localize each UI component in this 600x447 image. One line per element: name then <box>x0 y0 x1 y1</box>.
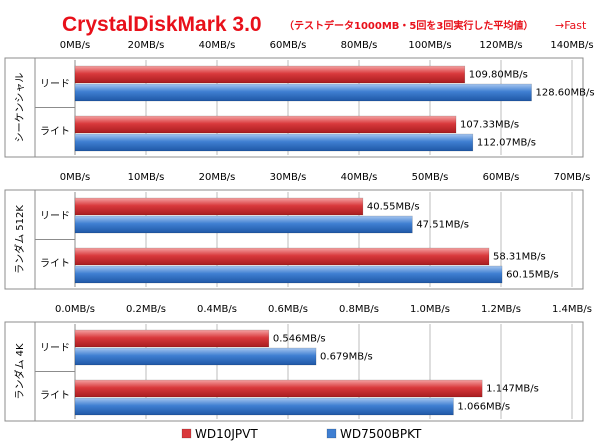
bar-wd7500bpkt <box>74 347 317 366</box>
legend-label: WD7500BPKT <box>340 427 422 441</box>
bar-wd7500bpkt <box>74 397 454 416</box>
data-label: 109.80MB/s <box>469 70 528 81</box>
x-tick-label: 10MB/s <box>128 172 165 183</box>
bar-wd10jpvt <box>74 115 457 134</box>
group-label: ランダム 512K <box>13 205 26 274</box>
data-label: 0.546MB/s <box>273 334 326 345</box>
chart-subtitle: （テストデータ1000MB・5回を3回実行した平均値） <box>284 19 533 32</box>
panel-2: 0MB/s 10MB/s 20MB/s 30MB/s 40MB/s 50MB/s 60MB/… <box>4 172 591 290</box>
legend-label: WD10JPVT <box>195 427 258 441</box>
data-label: 47.51MB/s <box>416 220 469 231</box>
x-tick-label: 140MB/s <box>550 40 593 51</box>
legend-item: WD7500BPKT <box>326 427 422 441</box>
data-label: 1.147MB/s <box>486 384 539 395</box>
data-label: 128.60MB/s <box>536 88 595 99</box>
category-label: リード <box>40 79 70 90</box>
data-label: 112.07MB/s <box>477 138 536 149</box>
category-label: ライト <box>40 125 70 137</box>
legend-item: WD10JPVT <box>181 427 258 441</box>
legend-swatch <box>181 428 192 439</box>
x-tick-label: 0.6MB/s <box>268 304 308 315</box>
chart-panels: 0MB/s 20MB/s 40MB/s 60MB/s 80MB/s 100MB/s 120M… <box>4 40 595 422</box>
x-tick-label: 50MB/s <box>412 172 449 183</box>
group-label: シーケンシャル <box>14 73 26 143</box>
bar-wd7500bpkt <box>74 265 503 284</box>
category-label: ライト <box>40 389 70 401</box>
x-tick-label: 40MB/s <box>341 172 378 183</box>
data-label: 60.15MB/s <box>506 270 559 281</box>
x-tick-label: 60MB/s <box>270 40 307 51</box>
x-tick-label: 0.0MB/s <box>55 304 95 315</box>
data-label: 0.679MB/s <box>320 352 373 363</box>
bar-wd10jpvt <box>74 197 364 216</box>
bar-wd10jpvt <box>74 65 466 84</box>
chart-title: CrystalDiskMark 3.0 <box>62 13 262 36</box>
x-tick-label: 0MB/s <box>60 40 90 51</box>
x-tick-label: 1.2MB/s <box>481 304 521 315</box>
data-label: 1.066MB/s <box>457 402 510 413</box>
bar-wd7500bpkt <box>74 215 413 234</box>
x-tick-label: 20MB/s <box>128 40 165 51</box>
bar-wd10jpvt <box>74 247 490 266</box>
panel-3: 0.0MB/s 0.2MB/s 0.4MB/s 0.6MB/s 0.8MB/s 1.0MB… <box>4 304 592 422</box>
category-label: ライト <box>40 257 70 269</box>
x-tick-label: 0MB/s <box>60 172 90 183</box>
x-tick-label: 1.0MB/s <box>410 304 450 315</box>
category-label: リード <box>40 343 70 354</box>
panel-1: 0MB/s 20MB/s 40MB/s 60MB/s 80MB/s 100MB/s 120M… <box>4 40 595 158</box>
data-label: 40.55MB/s <box>367 202 420 213</box>
bar-wd7500bpkt <box>74 83 532 102</box>
x-tick-label: 80MB/s <box>341 40 378 51</box>
bar-wd10jpvt <box>74 329 270 348</box>
data-label: 58.31MB/s <box>493 252 546 263</box>
x-tick-label: 20MB/s <box>199 172 236 183</box>
legend: WD10JPVT WD7500BPKT <box>181 427 422 441</box>
category-label: リード <box>40 211 70 222</box>
data-label: 107.33MB/s <box>460 120 519 131</box>
x-tick-label: 30MB/s <box>270 172 307 183</box>
bar-wd7500bpkt <box>74 133 474 152</box>
x-tick-label: 60MB/s <box>483 172 520 183</box>
bar-wd10jpvt <box>74 379 483 398</box>
x-tick-label: 100MB/s <box>408 40 451 51</box>
legend-swatch <box>326 428 337 439</box>
fast-direction-label: →Fast <box>555 19 587 32</box>
x-tick-label: 0.2MB/s <box>126 304 166 315</box>
x-tick-label: 120MB/s <box>479 40 522 51</box>
x-tick-label: 70MB/s <box>554 172 591 183</box>
x-tick-label: 0.4MB/s <box>197 304 237 315</box>
x-tick-label: 40MB/s <box>199 40 236 51</box>
x-tick-label: 1.4MB/s <box>552 304 592 315</box>
group-label: ランダム 4K <box>13 343 26 400</box>
x-tick-label: 0.8MB/s <box>339 304 379 315</box>
